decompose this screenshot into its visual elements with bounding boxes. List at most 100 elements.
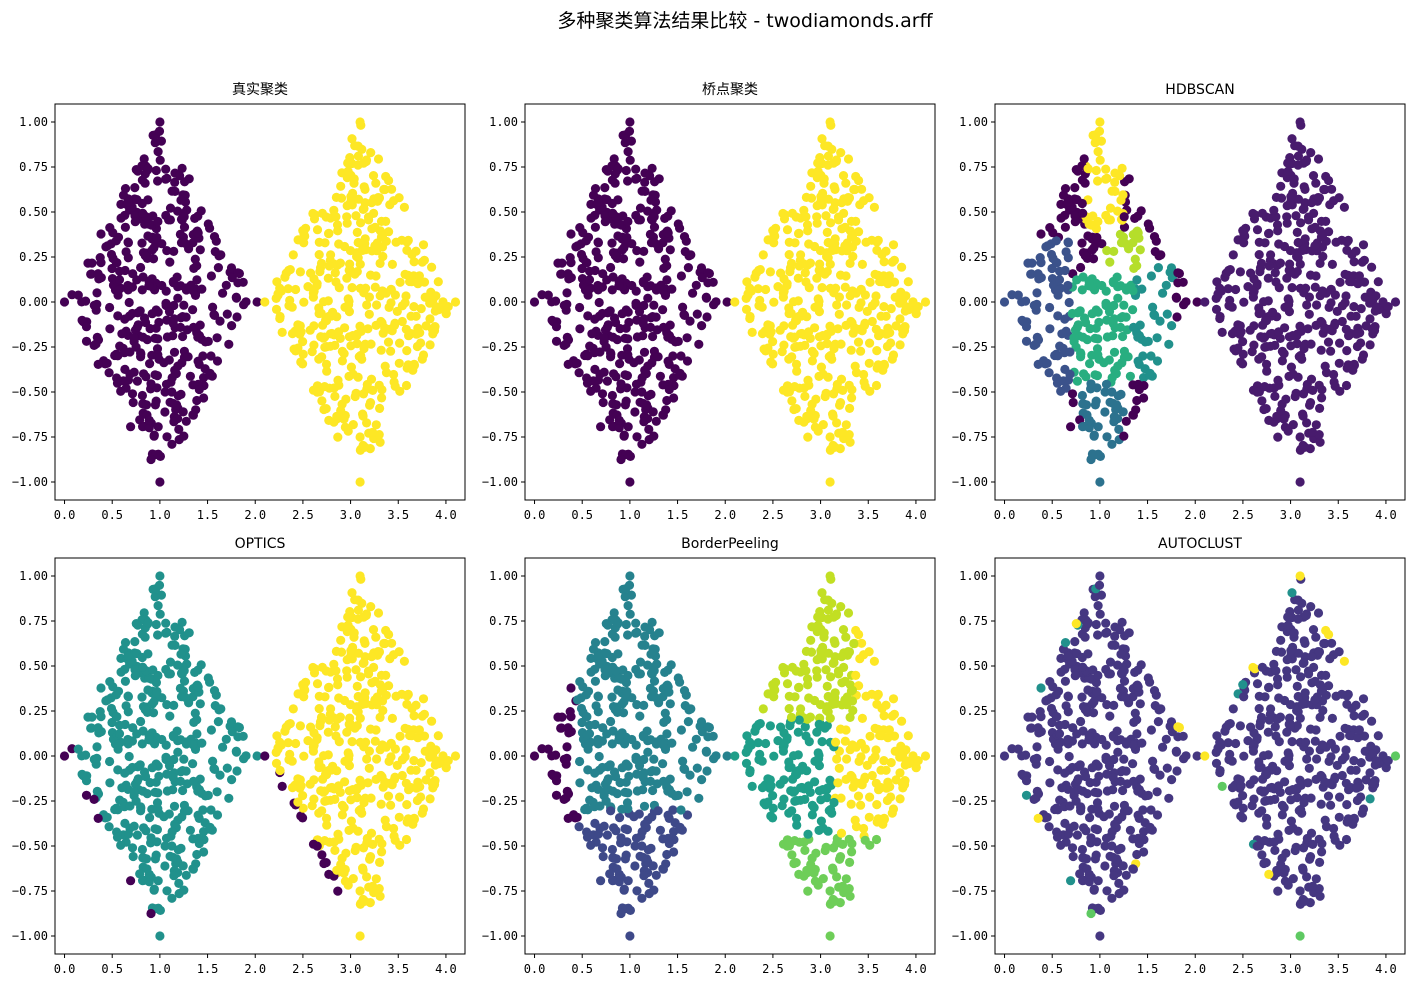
data-point xyxy=(602,830,613,840)
data-point xyxy=(784,303,794,313)
data-point xyxy=(1021,776,1032,786)
data-point xyxy=(1150,310,1160,320)
data-point xyxy=(1353,733,1363,743)
data-point xyxy=(648,766,658,776)
data-point xyxy=(1089,243,1099,253)
data-point xyxy=(816,646,826,656)
data-point xyxy=(840,222,850,232)
data-point xyxy=(1239,751,1249,761)
data-point xyxy=(547,297,557,307)
x-tick-label: 4.0 xyxy=(435,962,457,976)
data-point xyxy=(193,810,203,820)
data-point xyxy=(697,321,707,331)
data-point xyxy=(1239,238,1249,248)
data-point xyxy=(583,285,594,295)
data-point xyxy=(132,376,142,386)
data-point xyxy=(1238,337,1248,347)
data-point xyxy=(556,723,567,733)
data-point xyxy=(610,705,620,715)
data-point xyxy=(1069,787,1079,797)
y-tick-label: −0.50 xyxy=(952,385,988,399)
data-point xyxy=(1261,770,1272,780)
data-point xyxy=(155,609,165,619)
data-point xyxy=(1178,731,1188,741)
data-point xyxy=(189,717,199,728)
data-point xyxy=(1334,812,1344,822)
data-point xyxy=(1113,660,1123,670)
data-point xyxy=(155,451,165,461)
data-point xyxy=(598,851,608,862)
data-point xyxy=(1293,614,1303,624)
y-tick-label: −0.25 xyxy=(12,794,48,808)
data-point xyxy=(587,783,597,793)
data-point xyxy=(116,840,126,850)
data-point xyxy=(360,442,370,452)
data-point xyxy=(179,300,189,310)
data-point xyxy=(298,791,308,801)
data-point xyxy=(593,375,604,385)
data-point xyxy=(787,850,797,860)
data-point xyxy=(138,272,148,282)
data-point xyxy=(784,250,794,260)
data-point xyxy=(643,660,653,670)
data-point xyxy=(305,779,315,789)
data-point xyxy=(123,651,133,661)
data-point xyxy=(600,637,610,647)
data-point xyxy=(610,251,620,261)
data-point xyxy=(413,279,423,289)
data-point xyxy=(610,178,620,188)
data-point xyxy=(355,477,365,487)
data-point xyxy=(1101,286,1111,296)
data-point xyxy=(1270,722,1280,732)
data-point xyxy=(346,362,356,372)
data-point xyxy=(397,235,407,245)
data-point xyxy=(856,800,866,810)
data-point xyxy=(829,797,839,808)
data-point xyxy=(566,683,576,693)
data-point xyxy=(361,610,371,621)
data-point xyxy=(701,293,712,303)
data-point xyxy=(348,331,358,341)
data-point xyxy=(616,833,626,843)
data-point xyxy=(1330,290,1340,300)
data-point xyxy=(1302,418,1312,428)
data-point xyxy=(649,222,660,232)
data-point xyxy=(615,813,625,823)
data-point xyxy=(1101,618,1111,628)
data-point xyxy=(184,628,194,638)
data-point xyxy=(397,770,407,781)
data-point xyxy=(827,808,837,818)
data-point xyxy=(413,733,423,743)
data-point xyxy=(212,333,222,343)
data-point xyxy=(96,683,106,693)
data-point xyxy=(1301,283,1311,293)
data-point xyxy=(1092,344,1103,354)
data-point xyxy=(170,640,180,651)
data-point xyxy=(794,261,804,271)
data-point xyxy=(1284,296,1294,306)
data-point xyxy=(355,432,365,442)
data-point xyxy=(183,806,193,816)
data-point xyxy=(120,768,130,778)
y-tick-label: 0.50 xyxy=(489,659,518,673)
data-point xyxy=(1288,420,1298,430)
data-point xyxy=(614,735,624,745)
data-point xyxy=(319,751,329,761)
data-point xyxy=(1161,280,1171,290)
data-point xyxy=(370,676,380,687)
data-point xyxy=(323,273,333,283)
data-point xyxy=(1107,893,1117,903)
data-point xyxy=(385,200,395,210)
data-point xyxy=(1085,813,1095,823)
x-tick-label: 1.5 xyxy=(667,962,689,976)
data-point xyxy=(638,772,648,783)
data-point xyxy=(650,238,660,248)
data-point xyxy=(1361,321,1371,331)
data-point xyxy=(188,322,199,332)
data-point xyxy=(1085,359,1095,369)
data-point xyxy=(205,223,215,233)
data-point xyxy=(1257,208,1267,218)
data-point xyxy=(1317,685,1327,695)
data-point xyxy=(828,389,839,399)
data-point xyxy=(1033,359,1043,369)
